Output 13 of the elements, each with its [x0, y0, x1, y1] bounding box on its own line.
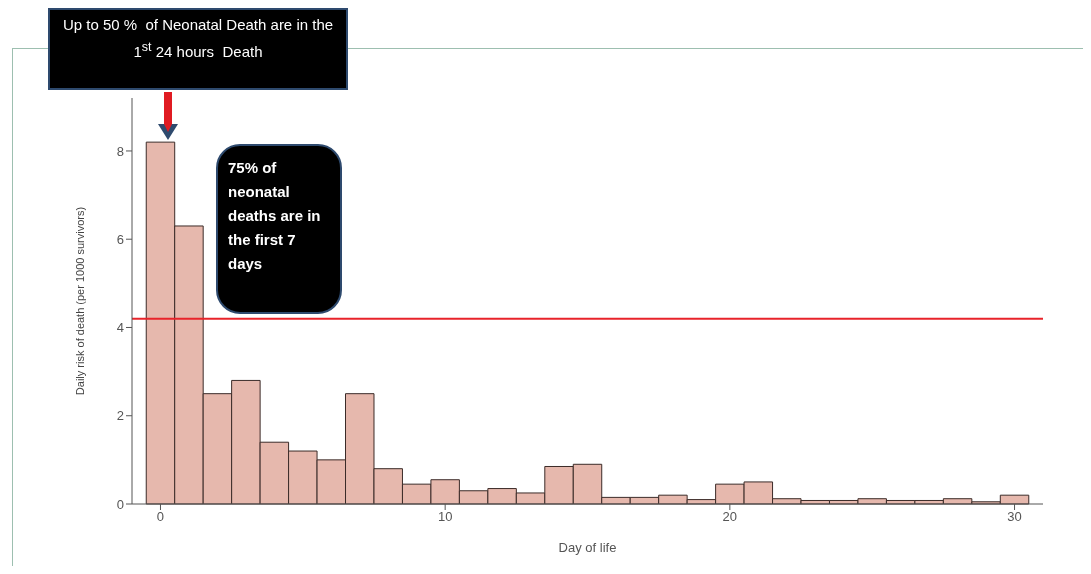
x-tick-label: 20 — [722, 509, 738, 525]
y-tick-label: 4 — [116, 320, 124, 336]
callout-box: Up to 50 % of Neonatal Death are in the 1$^{st}$ 24 hours Death — [48, 8, 348, 90]
x-tick-label: 10 — [437, 509, 453, 525]
y-tick-label: 6 — [116, 231, 124, 247]
callout-box: 75% of neonatal deaths are in the first 7 days — [216, 144, 342, 314]
y-axis-title: Daily risk of death (per 1000 survivors) — [73, 206, 86, 396]
y-tick-label: 2 — [116, 408, 124, 424]
x-tick-label: 30 — [1007, 509, 1022, 525]
y-tick-label: 8 — [116, 143, 124, 159]
y-tick-label: 0 — [116, 496, 124, 512]
x-tick-label: 0 — [156, 509, 165, 525]
x-axis-title: Day of life — [558, 540, 617, 555]
